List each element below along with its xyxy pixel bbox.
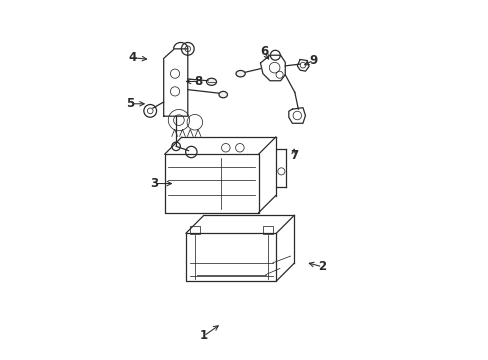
Ellipse shape xyxy=(236,71,244,77)
Ellipse shape xyxy=(206,78,216,85)
Text: 7: 7 xyxy=(289,149,298,162)
Text: 9: 9 xyxy=(309,54,317,67)
Text: 6: 6 xyxy=(259,45,267,58)
Text: 3: 3 xyxy=(150,177,158,190)
Text: 2: 2 xyxy=(318,260,326,273)
Text: 4: 4 xyxy=(128,51,137,64)
Ellipse shape xyxy=(219,91,227,98)
Bar xyxy=(262,226,272,234)
Text: 8: 8 xyxy=(194,75,202,88)
Text: 1: 1 xyxy=(199,329,207,342)
Bar xyxy=(189,226,200,234)
Text: 5: 5 xyxy=(126,97,134,110)
